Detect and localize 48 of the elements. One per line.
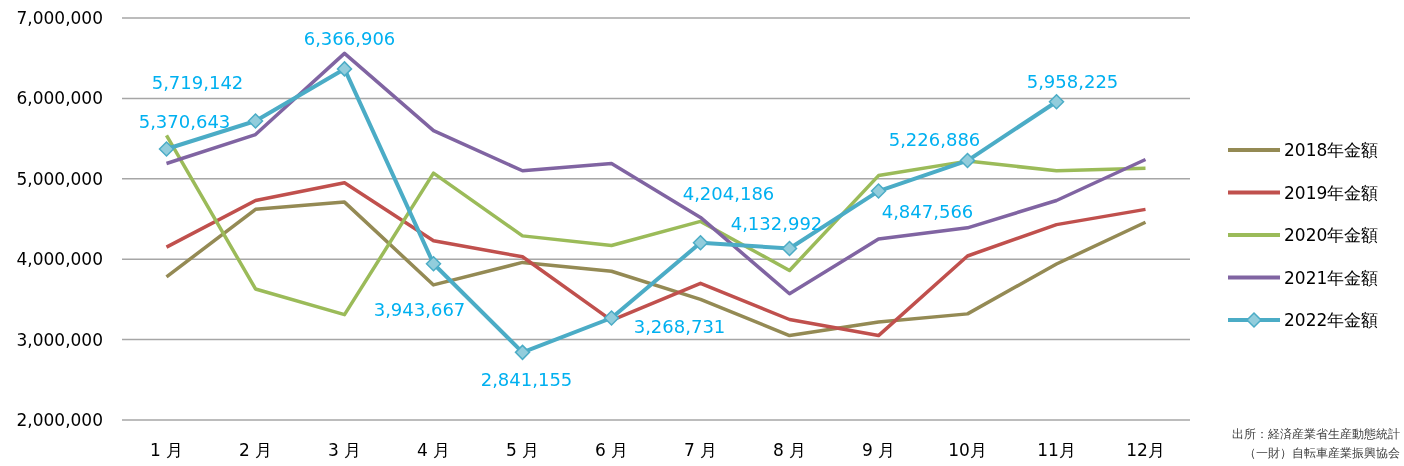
legend-label: 2022年金額 [1284, 310, 1379, 330]
data-label: 4,204,186 [682, 182, 775, 204]
y-tick-label: 7,000,000 [16, 8, 103, 28]
x-tick-label: 12月 [1126, 440, 1165, 460]
y-tick-label: 5,000,000 [16, 168, 103, 189]
text: 出所：経済産業省生産動態統計 [1232, 427, 1400, 441]
y-tick-label: 3,000,000 [16, 329, 103, 350]
point [514, 344, 531, 361]
legend-label: 2019年金額 [1284, 182, 1379, 203]
x-tick-label: 11月 [1037, 440, 1076, 460]
x-tick-label: 1 月 [149, 440, 184, 460]
x-tick-label: 2 月 [238, 440, 273, 460]
data-label: 5,226,886 [888, 128, 981, 150]
y-tick-label: 4,000,000 [16, 249, 103, 270]
point [959, 152, 976, 169]
x-tick-label: 3 月 [327, 440, 362, 460]
y-tick-label: 2,000,000 [16, 410, 103, 430]
data-label: 5,958,225 [1026, 70, 1119, 92]
point [1048, 94, 1065, 110]
data-label: 4,132,992 [730, 212, 823, 234]
data-label: 6,366,906 [303, 27, 396, 49]
point [158, 141, 175, 157]
line-series [164, 133, 1148, 317]
x-tick-label: 4 月 [416, 440, 451, 460]
legend-label: 2020年金額 [1284, 225, 1379, 245]
data-label: 3,943,667 [373, 298, 466, 320]
data-label: 2,841,155 [480, 369, 573, 391]
x-tick-label: 10月 [948, 440, 987, 460]
point [870, 183, 887, 199]
point [425, 255, 442, 272]
data-label: 5,719,142 [151, 71, 244, 93]
legend-label: 2018年金額 [1284, 140, 1379, 160]
point [247, 113, 264, 129]
point [781, 240, 798, 257]
legend-label: 2021年金額 [1284, 267, 1379, 288]
data-label: 5,370,643 [138, 111, 231, 132]
point [603, 310, 620, 326]
data-label: 3,268,731 [633, 315, 726, 337]
x-tick-label: 7 月 [683, 440, 718, 460]
x-tick-label: 5 月 [505, 440, 540, 460]
x-tick-label: 8 月 [772, 440, 807, 460]
text: （一財）自転車産業振興協会 [1244, 446, 1400, 460]
point [692, 235, 709, 251]
x-tick-label: 6 月 [594, 440, 629, 460]
x-tick-label: 9 月 [861, 440, 896, 460]
point [336, 61, 353, 77]
y-tick-label: 6,000,000 [16, 88, 103, 109]
data-label: 4,847,566 [881, 201, 974, 223]
